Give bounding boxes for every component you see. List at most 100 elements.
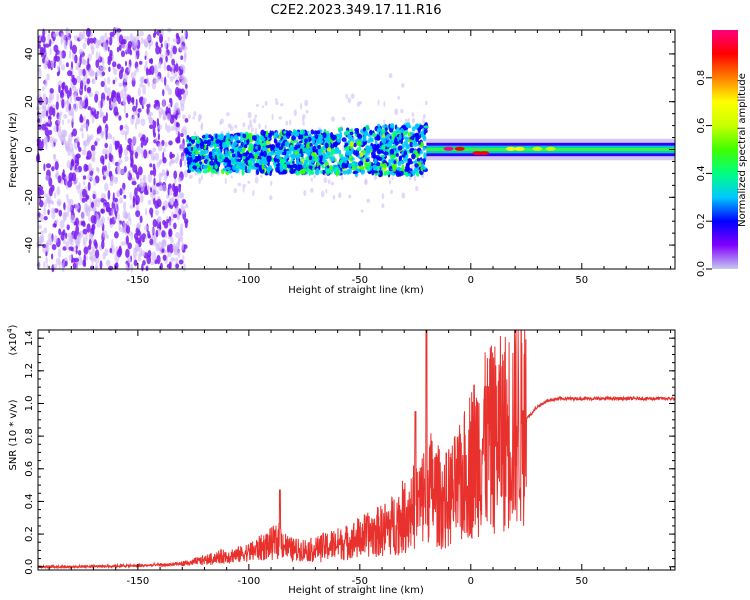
snr-y-label: SNR (10 * v/v) bbox=[8, 399, 19, 470]
spectrogram-signal-blob bbox=[365, 124, 370, 130]
spectrogram-signal-blob bbox=[411, 170, 417, 175]
spectrogram-spill-blob bbox=[381, 193, 385, 200]
spectrogram-signal-blob bbox=[353, 150, 357, 156]
spectrogram-noise-blob bbox=[159, 247, 162, 252]
spectrogram-noise-blob bbox=[175, 63, 179, 73]
spectrogram-noise-blob bbox=[63, 114, 68, 119]
spectrogram-noise-blob bbox=[120, 169, 125, 175]
spectrogram-noise-blob bbox=[166, 170, 169, 177]
spectrogram-noise-blob bbox=[142, 260, 146, 266]
spectrogram-noise-blob bbox=[176, 205, 179, 213]
spectrogram-noise-blob bbox=[77, 255, 83, 266]
spectrogram-signal-blob bbox=[231, 158, 235, 165]
spectrogram-spill-blob bbox=[247, 111, 252, 119]
spectrogram-noise-blob bbox=[136, 146, 141, 151]
spectrogram-noise-blob bbox=[65, 175, 68, 186]
spectrogram-signal-blob bbox=[324, 142, 329, 149]
spectrogram-noise-blob bbox=[177, 177, 182, 183]
spectrogram-noise-blob bbox=[124, 131, 127, 142]
spectrogram-signal-blob bbox=[267, 165, 273, 171]
spectrogram-spill-blob bbox=[377, 99, 380, 106]
spectrogram-signal-blob bbox=[251, 135, 257, 141]
carrier-hotspot bbox=[545, 146, 556, 151]
spectrogram-noise-blob bbox=[127, 172, 130, 177]
spectrogram-noise-blob bbox=[47, 103, 50, 111]
spectrogram-noise-blob bbox=[103, 204, 106, 210]
spectrogram-noise-blob bbox=[85, 97, 88, 106]
spectrogram-y-ticks: -40 -20 0 20 40 bbox=[24, 29, 675, 270]
spectrogram-noise-blob bbox=[162, 156, 167, 164]
spectrogram-signal-blob bbox=[381, 137, 387, 144]
spectrogram-noise-blob bbox=[60, 64, 66, 71]
spectrogram-noise-blob bbox=[91, 70, 95, 76]
spectrogram-signal-blob bbox=[300, 148, 303, 155]
carrier-hotspot bbox=[479, 151, 490, 156]
spectrogram-noise-blob bbox=[184, 118, 189, 123]
spectrogram-noise-blob bbox=[179, 88, 185, 95]
spectrogram-signal-blob bbox=[237, 132, 241, 137]
spectrogram-signal-blob bbox=[230, 135, 234, 143]
spectrogram-noise-blob bbox=[167, 186, 170, 197]
spectrogram-spill-blob bbox=[383, 119, 386, 124]
spectrogram-noise-blob bbox=[133, 38, 139, 47]
spectrogram-spill-blob bbox=[299, 103, 303, 110]
spectrogram-signal-blob bbox=[371, 151, 375, 157]
spectrogram-noise-blob bbox=[125, 225, 131, 234]
spectrogram-signal-blob bbox=[248, 152, 253, 156]
spectrogram-signal-blob bbox=[259, 152, 265, 157]
spectrogram-signal-blob bbox=[237, 147, 243, 152]
y-tick-label: 1.4 bbox=[24, 330, 35, 346]
spectrogram-signal-blob bbox=[366, 165, 371, 172]
spectrogram-signal-blob bbox=[371, 132, 377, 138]
spectrogram-noise-blob bbox=[146, 103, 151, 108]
spectrogram-noise-blob bbox=[95, 39, 100, 49]
spectrogram-signal-blob bbox=[327, 146, 332, 153]
spectrogram-noise-blob bbox=[69, 142, 74, 153]
snr-line bbox=[37, 329, 676, 570]
spectrogram-noise-blob bbox=[100, 131, 104, 139]
spectrogram-noise-blob bbox=[158, 221, 162, 230]
spectrogram-noise-blob bbox=[73, 140, 79, 150]
y-tick-label: 0.2 bbox=[24, 526, 35, 542]
spectrogram-noise-blob bbox=[94, 113, 99, 120]
spectrogram-noise-blob bbox=[82, 175, 87, 180]
spectrogram-noise-blob bbox=[129, 192, 132, 201]
spectrogram-signal-blob bbox=[269, 130, 273, 136]
spectrogram-noise-blob bbox=[151, 227, 154, 235]
spectrogram-noise-blob bbox=[126, 125, 129, 135]
spectrogram-spill-blob bbox=[330, 116, 335, 122]
spectrogram-noise-blob bbox=[52, 107, 56, 117]
spectrogram-noise-blob bbox=[71, 246, 74, 252]
spectrogram-signal-blob bbox=[275, 131, 279, 139]
spectrogram-signal-blob bbox=[251, 165, 255, 170]
spectrogram-noise-blob bbox=[100, 80, 105, 88]
spectrogram-signal-blob bbox=[261, 163, 265, 170]
x-tick-label: 0 bbox=[468, 275, 474, 286]
spectrogram-carrier-layer bbox=[426, 138, 675, 161]
spectrogram-noise-blob bbox=[61, 82, 65, 90]
spectrogram-noise-blob bbox=[67, 119, 70, 124]
spectrogram-signal-blob bbox=[312, 145, 317, 153]
spectrogram-noise-blob bbox=[83, 253, 86, 263]
spectrogram-noise-blob bbox=[119, 143, 123, 154]
spectrogram-signal-blob bbox=[340, 156, 346, 161]
spectrogram-spill-blob bbox=[198, 177, 201, 185]
spectrogram-noise-blob bbox=[173, 222, 177, 230]
spectrogram-noise-blob bbox=[134, 187, 138, 197]
spectrogram-spill-blob bbox=[328, 179, 331, 185]
spectrogram-signal-blob bbox=[379, 130, 383, 138]
spectrogram-signal-blob bbox=[330, 132, 334, 138]
spectrogram-noise-blob bbox=[114, 143, 118, 151]
spectrogram-spill-blob bbox=[388, 73, 393, 79]
spectrogram-noise-blob bbox=[51, 207, 56, 214]
spectrogram-signal-blob bbox=[209, 160, 215, 166]
spectrogram-noise-blob bbox=[81, 197, 86, 203]
spectrogram-noise-blob bbox=[38, 212, 41, 218]
colorbar-tick-label: 0.0 bbox=[696, 261, 707, 277]
spectrogram-signal-blob bbox=[304, 138, 308, 143]
spectrogram-signal-blob bbox=[188, 164, 192, 171]
spectrogram-noise-blob bbox=[107, 46, 110, 52]
spectrogram-noise-blob bbox=[56, 198, 62, 207]
spectrogram-spill-blob bbox=[271, 113, 274, 121]
spectrogram-noise-blob bbox=[116, 165, 120, 172]
